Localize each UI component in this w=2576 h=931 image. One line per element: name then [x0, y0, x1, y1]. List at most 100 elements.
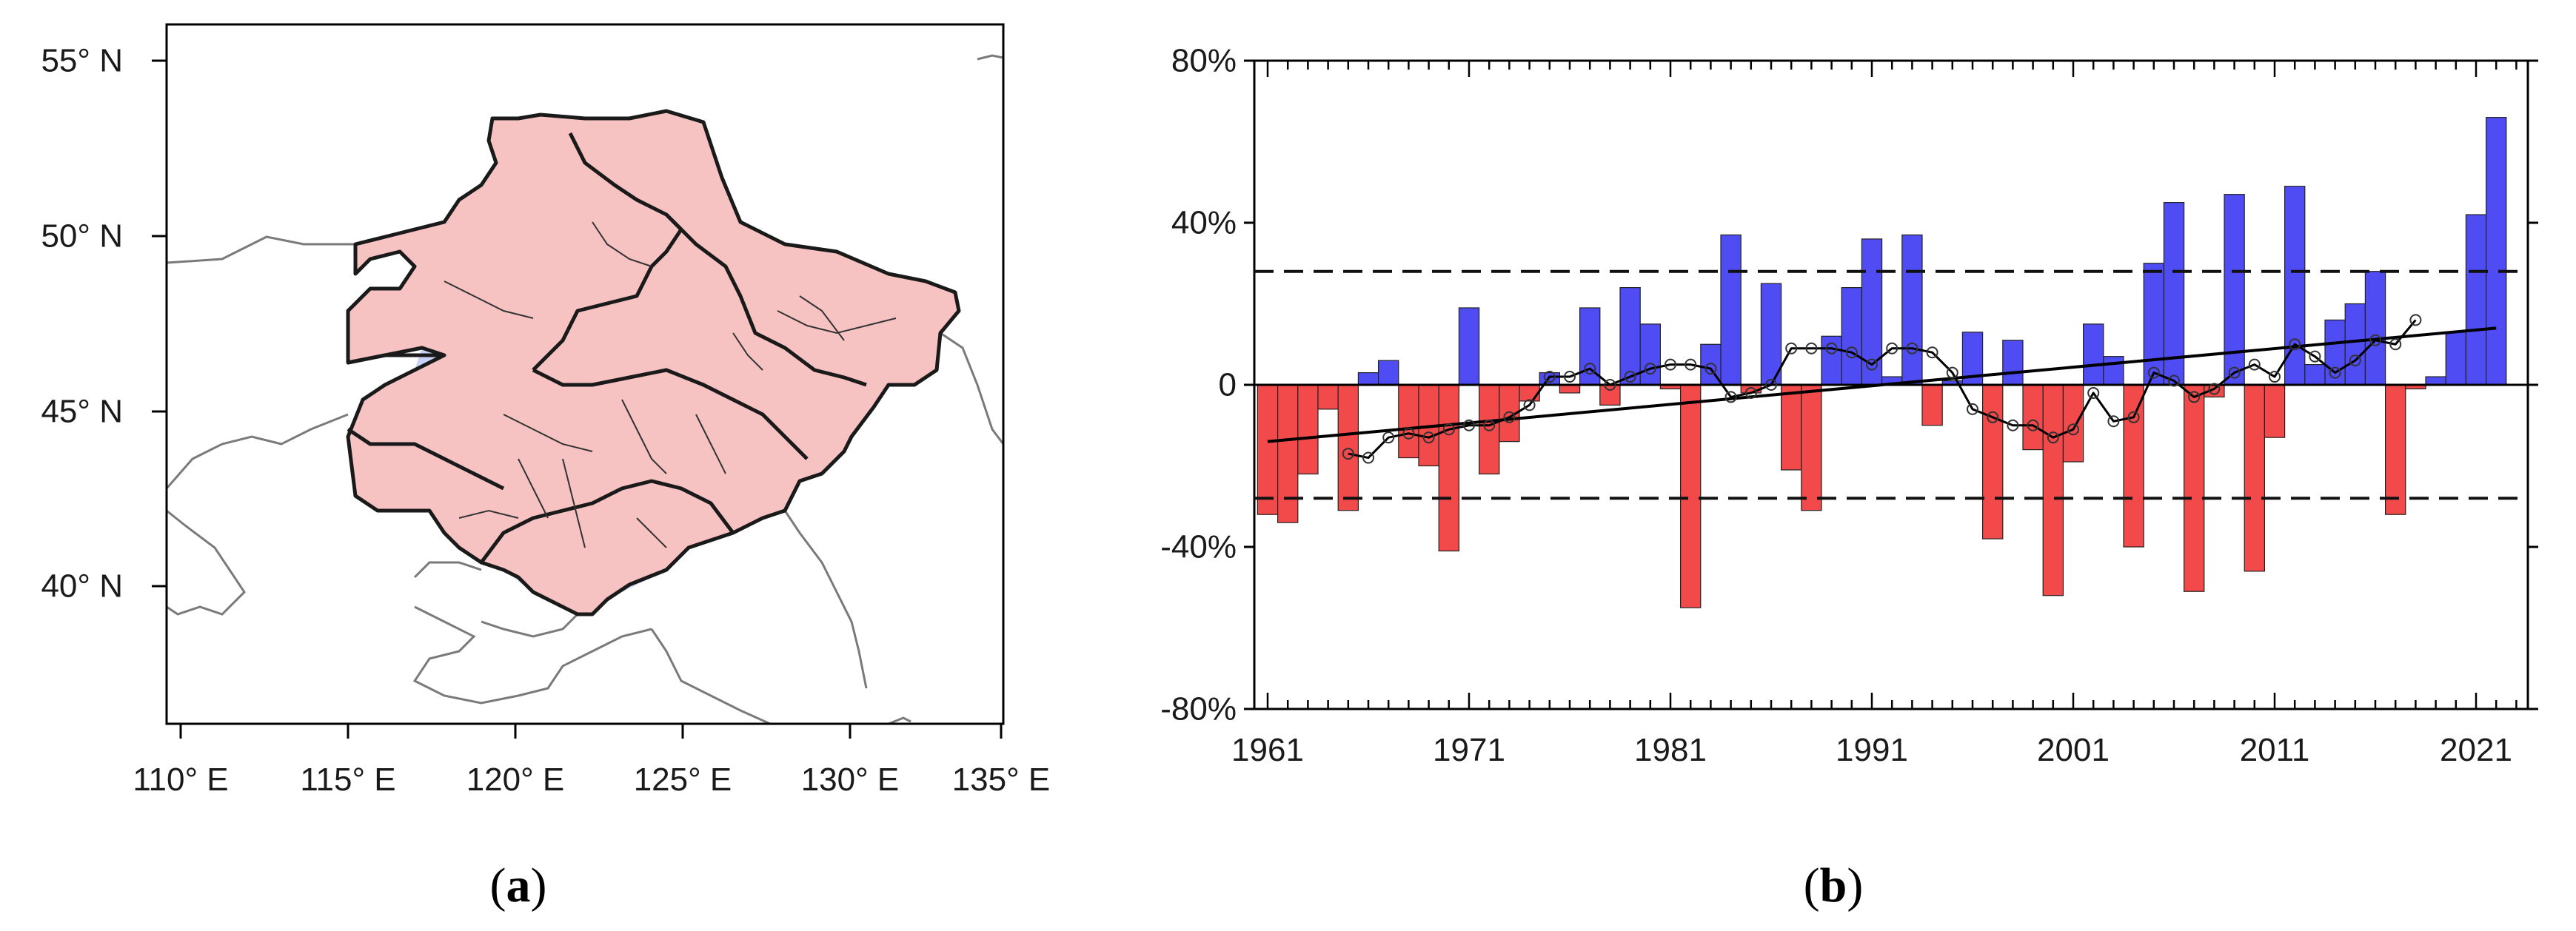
bar: [2304, 364, 2326, 386]
moving-average-point: [2147, 366, 2160, 379]
y-tick-label: 40%: [1171, 205, 1237, 241]
map-lon-label: 110° E: [133, 762, 228, 798]
panel-a-label: (a): [490, 858, 547, 912]
moving-average-point: [1503, 411, 1516, 423]
bar: [2385, 384, 2406, 515]
moving-average-point: [1724, 391, 1737, 403]
chart-bars: [1257, 117, 2507, 608]
moving-average-point: [1744, 386, 1757, 399]
bar: [2244, 384, 2265, 572]
moving-average-point: [2228, 366, 2241, 379]
bar: [1720, 234, 1742, 386]
panel-b-chart: -80% -40% 0 40% 80% 1961 1971 1981 1991 2001 2011 2…: [1160, 43, 2538, 912]
moving-average-point: [1523, 399, 1536, 411]
map-lat-label: 50° N: [41, 218, 123, 255]
bar: [1337, 384, 1359, 511]
y-tick-label: 80%: [1171, 43, 1237, 79]
bar: [2486, 117, 2507, 386]
bar: [1398, 384, 1419, 459]
moving-average-point: [2067, 423, 2079, 436]
moving-average-point: [1564, 371, 1576, 383]
map-lon-label: 115° E: [300, 762, 395, 798]
trend-line: [1267, 326, 2497, 443]
panel-b-label: (b): [1804, 858, 1864, 912]
bar: [2364, 271, 2386, 386]
moving-average-point: [2389, 338, 2402, 351]
moving-average-point: [1382, 431, 1395, 444]
bar: [1921, 384, 1943, 426]
bar: [1277, 384, 1299, 523]
bar: [2284, 186, 2306, 386]
moving-average-point: [1825, 342, 1838, 354]
moving-average-point: [2349, 354, 2361, 367]
bar: [1458, 307, 1480, 386]
moving-average-point: [1584, 363, 1596, 375]
bar: [1619, 287, 1641, 386]
map-lon-label: 120° E: [466, 762, 565, 798]
bar: [2425, 376, 2446, 386]
bar: [1317, 384, 1339, 410]
moving-average-point: [1483, 419, 1496, 431]
bar: [1740, 384, 1762, 394]
bar: [2344, 303, 2366, 386]
map-lat-label: 45° N: [41, 394, 123, 430]
bar: [1982, 384, 2004, 540]
x-tick-label: 2001: [2037, 732, 2110, 768]
bar: [1539, 372, 1560, 386]
panel-a-map: 55° N 50° N 45° N 40° N 110° E 115° E 12…: [41, 23, 1051, 912]
moving-average-point: [1886, 342, 1898, 354]
moving-average-point: [1342, 448, 1354, 460]
moving-average-point: [2087, 386, 2100, 399]
moving-average-point: [2329, 366, 2341, 379]
map-lat-label: 40° N: [41, 568, 123, 605]
bar: [1438, 384, 1459, 552]
bar: [1478, 384, 1500, 475]
moving-average-point: [1845, 346, 1858, 359]
moving-average-point: [1362, 451, 1374, 464]
bar: [2163, 202, 2185, 386]
moving-average-point: [1765, 379, 1777, 391]
bar: [2062, 384, 2084, 463]
bar: [1821, 335, 1842, 386]
y-tick-label: -80%: [1160, 691, 1237, 727]
moving-average-point: [2047, 431, 2059, 444]
bar: [1781, 384, 1802, 471]
moving-average-point: [1987, 411, 1999, 423]
moving-average-point: [1665, 358, 1676, 371]
moving-average-point: [2369, 334, 2381, 346]
bar: [2002, 340, 2024, 386]
moving-average-point: [1543, 371, 1556, 383]
moving-average-point: [1422, 431, 1435, 444]
moving-average-point: [1402, 427, 1415, 440]
moving-average-point: [2127, 411, 2140, 423]
bar: [1297, 384, 1319, 475]
moving-average-point: [1685, 358, 1697, 371]
bar: [2123, 384, 2144, 548]
x-tick-label: 1991: [1836, 732, 1908, 768]
x-tick-label: 1961: [1231, 732, 1304, 768]
bar: [1901, 234, 1923, 386]
map-frame: [165, 23, 1005, 725]
bar: [1861, 238, 1883, 386]
moving-average-point: [2248, 358, 2261, 371]
moving-average-point: [2309, 350, 2321, 363]
map-lat-label: 55° N: [41, 43, 123, 79]
bar: [1841, 287, 1862, 386]
bar: [2184, 384, 2205, 592]
moving-average-point: [2107, 415, 2120, 428]
moving-average-point: [2269, 371, 2281, 383]
moving-average-point: [1704, 363, 1717, 375]
bar: [1680, 384, 1702, 608]
moving-average-point: [2289, 338, 2301, 351]
moving-average-line: [1348, 319, 2417, 460]
map-lon-label: 130° E: [801, 762, 900, 798]
bar: [1519, 384, 1540, 402]
bar: [2445, 332, 2466, 386]
y-tick-label: -40%: [1160, 529, 1237, 565]
moving-average-point: [2027, 419, 2039, 431]
moving-average-point: [1967, 403, 1978, 415]
moving-average-point: [1463, 419, 1475, 431]
map-lon-label: 135° E: [952, 762, 1051, 798]
moving-average-point: [1624, 371, 1636, 383]
